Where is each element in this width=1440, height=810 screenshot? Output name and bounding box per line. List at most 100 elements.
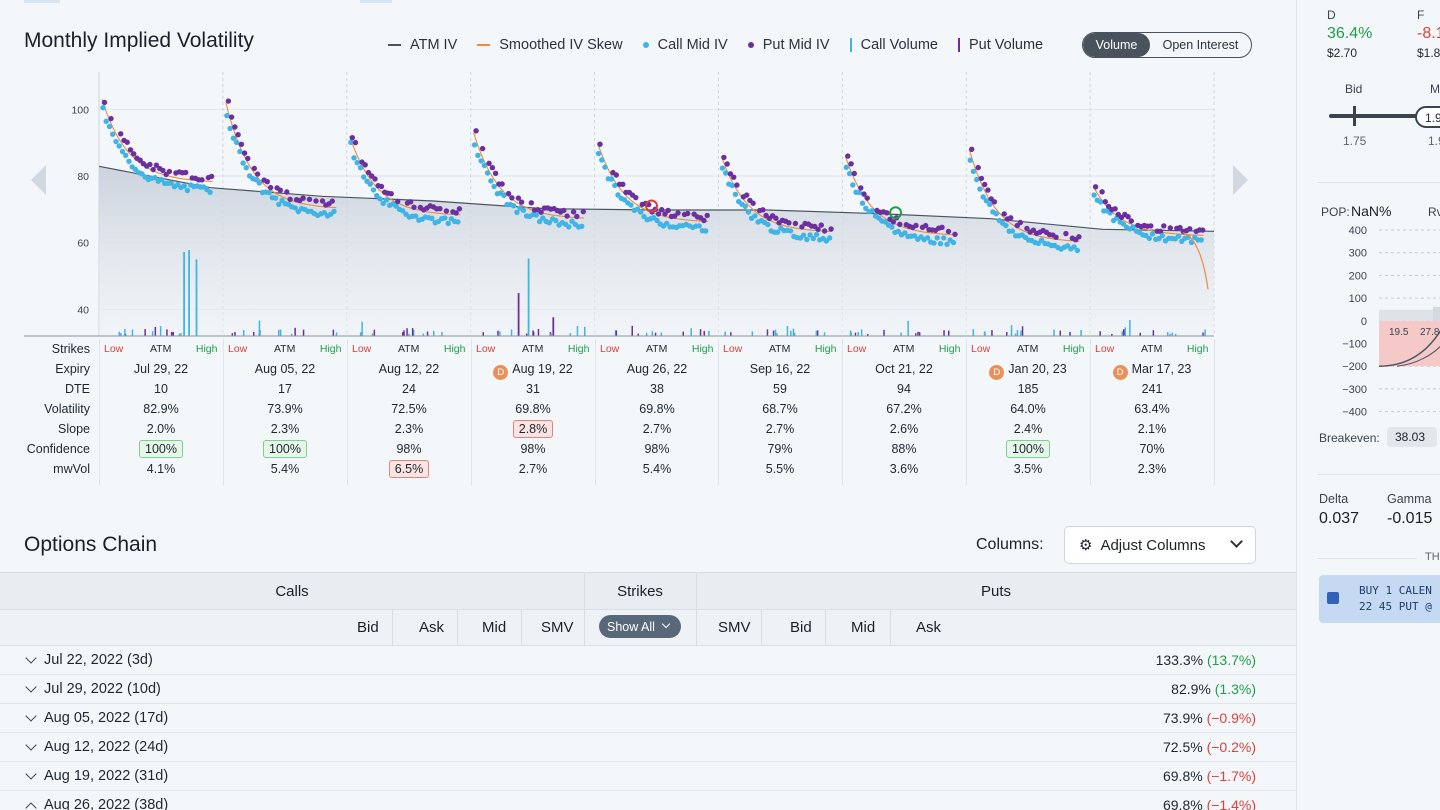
call-mid-iv-point xyxy=(357,165,364,171)
call-mid-iv-point xyxy=(628,202,634,208)
call-mid-iv-point xyxy=(895,228,901,235)
order-summary[interactable]: BUY 1 CALEN 22 45 PUT @ xyxy=(1319,575,1440,623)
adjust-columns-button[interactable]: ⚙ Adjust Columns xyxy=(1064,526,1256,564)
call-mid-iv-point xyxy=(566,224,572,230)
put-mid-iv-point xyxy=(395,198,401,205)
copy-icon[interactable] xyxy=(1327,592,1339,604)
call-mid-iv-point xyxy=(599,157,605,163)
chevron-up-icon[interactable] xyxy=(25,802,37,810)
chevron-down-icon[interactable] xyxy=(25,739,37,751)
expiry-cell[interactable]: Aug 05, 22 xyxy=(223,362,347,376)
expiry-cell[interactable]: Aug 26, 22 xyxy=(595,362,719,376)
stats-column-divider xyxy=(1214,339,1215,485)
expiry-row[interactable]: Aug 26, 2022 (38d) 69.8% (−1.4%) xyxy=(0,791,1296,810)
mwvol-cell: 5.5% xyxy=(718,462,842,476)
call-mid-iv-point xyxy=(732,191,739,198)
price-slider-handle[interactable] xyxy=(1353,106,1356,126)
legend-label: Put Volume xyxy=(968,37,1044,53)
price-slider-value[interactable]: 1.9 xyxy=(1415,106,1440,128)
slope-value: 2.3% xyxy=(394,422,424,436)
chevron-down-icon[interactable] xyxy=(25,768,37,780)
expiry-row[interactable]: Jul 29, 2022 (10d) 82.9% (1.3%) xyxy=(0,675,1296,704)
open-interest-toggle-option[interactable]: Open Interest xyxy=(1162,38,1239,52)
call-ask-header[interactable]: Ask xyxy=(419,619,445,636)
volume-bar xyxy=(426,331,429,336)
call-mid-header[interactable]: Mid xyxy=(482,619,507,636)
strike-low-label: Low xyxy=(476,343,496,355)
mwvol-cell: 6.5% xyxy=(347,460,471,478)
legend-item[interactable]: Put Volume xyxy=(957,37,1044,53)
put-mid-iv-point xyxy=(124,139,130,145)
chart-next-arrow[interactable] xyxy=(1228,160,1252,200)
expiry-row-label: Jul 29, 2022 (10d) xyxy=(44,681,161,697)
volume-bar xyxy=(790,330,792,336)
call-mid-iv-point xyxy=(931,240,937,246)
call-mid-iv-point xyxy=(514,209,520,215)
volatility-cell: 82.9% xyxy=(143,402,179,416)
legend-item[interactable]: Call Mid IV xyxy=(642,37,728,53)
legend-item[interactable]: Call Volume xyxy=(849,37,938,53)
volume-bar xyxy=(857,331,859,336)
call-mid-iv-point xyxy=(937,241,944,247)
gamma-value: -0.015 xyxy=(1387,510,1433,527)
legend-item[interactable]: ATM IV xyxy=(388,37,457,53)
expiry-skew-group xyxy=(224,98,337,219)
call-mid-iv-point xyxy=(980,194,986,200)
call-mid-iv-point xyxy=(1003,222,1009,229)
chevron-down-icon[interactable] xyxy=(25,681,37,693)
mwvol-cell: 2.3% xyxy=(1090,462,1214,476)
chart-prev-arrow[interactable] xyxy=(26,160,50,200)
expiry-date: Aug 05, 22 xyxy=(254,362,316,376)
call-mid-iv-point xyxy=(856,189,862,196)
expiry-cell[interactable]: D Aug 19, 22 xyxy=(471,362,595,380)
chevron-down-icon[interactable] xyxy=(25,710,37,722)
call-smv-header[interactable]: SMV xyxy=(541,619,574,636)
expiry-row[interactable]: Jul 22, 2022 (3d) 133.3% (13.7%) xyxy=(0,646,1296,675)
volume-bar xyxy=(943,330,945,336)
highlight-marker[interactable] xyxy=(889,206,903,220)
volume-toggle-option[interactable]: Volume xyxy=(1083,33,1150,57)
volume-bar xyxy=(730,332,732,336)
call-mid-iv-point xyxy=(383,197,390,203)
expiry-row[interactable]: Aug 12, 2022 (24d) 72.5% (−0.2%) xyxy=(0,733,1296,762)
volume-bar xyxy=(290,333,293,336)
expiry-row-iv: 82.9% (1.3%) xyxy=(1171,681,1256,697)
strikes-header: Strikes xyxy=(584,572,696,610)
show-all-strikes-dropdown[interactable]: Show All xyxy=(599,615,681,638)
put-mid-iv-point xyxy=(750,200,756,206)
volume-bar xyxy=(708,330,710,336)
expiry-cell[interactable]: D Mar 17, 23 xyxy=(1090,362,1214,380)
volume-bar xyxy=(860,329,863,336)
put-mid-iv-point xyxy=(228,114,235,120)
call-mid-iv-point xyxy=(227,125,233,132)
call-bid-header[interactable]: Bid xyxy=(357,619,379,636)
y-tick-label: 80 xyxy=(77,171,89,183)
put-bid-header[interactable]: Bid xyxy=(790,619,812,636)
highlight-marker[interactable] xyxy=(645,199,658,213)
expiry-cell[interactable]: Oct 21, 22 xyxy=(842,362,966,376)
expiry-cell[interactable]: D Jan 20, 23 xyxy=(966,362,1090,380)
expiry-cell[interactable]: Aug 12, 22 xyxy=(347,362,471,376)
volume-bar xyxy=(1053,329,1055,336)
legend-item[interactable]: Put Mid IV xyxy=(747,37,830,53)
expiry-row-iv: 69.8% (−1.7%) xyxy=(1163,768,1256,784)
expiry-row[interactable]: Aug 05, 2022 (17d) 73.9% (−0.9%) xyxy=(0,704,1296,733)
expiry-cell[interactable]: Sep 16, 22 xyxy=(718,362,842,376)
call-mid-iv-point xyxy=(510,203,517,209)
chevron-down-icon[interactable] xyxy=(25,652,37,664)
legend-item[interactable]: Smoothed IV Skew xyxy=(477,37,623,53)
stats-row-label: mwVol xyxy=(53,462,90,476)
iv-value: 73.9% xyxy=(1162,710,1203,726)
expiry-cell[interactable]: Jul 29, 22 xyxy=(99,362,223,376)
expiry-row-label: Aug 05, 2022 (17d) xyxy=(44,710,169,726)
legend-swatch xyxy=(957,38,960,52)
volume-bar xyxy=(584,326,586,336)
call-mid-iv-point xyxy=(807,232,813,238)
call-mid-iv-point xyxy=(478,158,484,164)
expiry-row[interactable]: Aug 19, 2022 (31d) 69.8% (−1.7%) xyxy=(0,762,1296,791)
put-mid-header[interactable]: Mid xyxy=(851,619,876,636)
put-ask-header[interactable]: Ask xyxy=(916,619,942,636)
put-mid-iv-point xyxy=(923,222,929,229)
price-slider-track[interactable] xyxy=(1329,114,1440,118)
put-smv-header[interactable]: SMV xyxy=(718,619,751,636)
